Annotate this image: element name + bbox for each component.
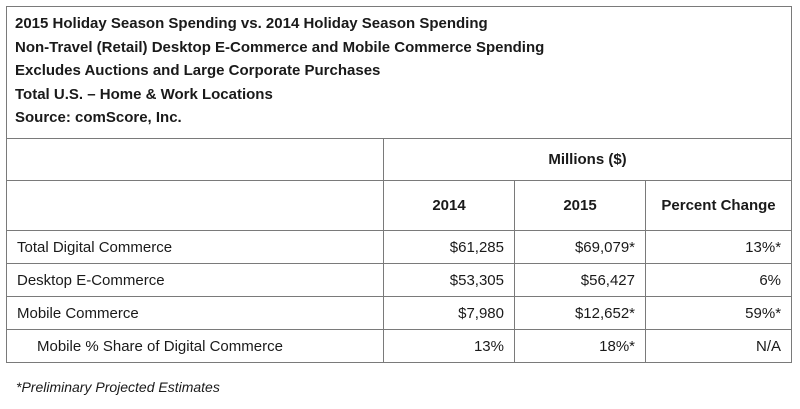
value-2014: $7,980 xyxy=(383,296,515,330)
value-2015: $69,079* xyxy=(514,230,646,264)
spending-report: 2015 Holiday Season Spending vs. 2014 Ho… xyxy=(5,6,793,363)
row-label: Total Digital Commerce xyxy=(6,230,384,264)
empty-cell xyxy=(6,180,384,231)
table-title-cell: 2015 Holiday Season Spending vs. 2014 Ho… xyxy=(5,6,793,139)
row-label: Mobile Commerce xyxy=(6,296,384,330)
value-2015: $56,427 xyxy=(514,263,646,297)
report-title: 2015 Holiday Season Spending vs. 2014 Ho… xyxy=(15,15,488,32)
column-header-row: 2014 2015 Percent Change xyxy=(6,180,793,231)
value-percent-change: N/A xyxy=(644,329,793,363)
column-header-percent-change: Percent Change xyxy=(644,180,793,231)
units-label: Millions ($) xyxy=(382,138,793,181)
value-2015: 18%* xyxy=(514,329,646,363)
report-exclusions: Excludes Auctions and Large Corporate Pu… xyxy=(15,62,381,79)
report-subtitle: Non-Travel (Retail) Desktop E-Commerce a… xyxy=(15,38,545,56)
spending-table: 2015 Holiday Season Spending vs. 2014 Ho… xyxy=(5,6,793,363)
value-2015: $12,652* xyxy=(514,296,646,330)
row-label: Desktop E-Commerce xyxy=(6,263,384,297)
footnote: *Preliminary Projected Estimates xyxy=(16,379,220,395)
table-header-block: 2015 Holiday Season Spending vs. 2014 Ho… xyxy=(5,6,793,139)
report-scope: Total U.S. – Home & Work Locations xyxy=(15,85,273,103)
empty-cell xyxy=(6,138,384,181)
column-header-2015: 2015 xyxy=(514,180,646,231)
value-percent-change: 6% xyxy=(644,263,793,297)
value-2014: 13% xyxy=(383,329,515,363)
value-percent-change: 59%* xyxy=(644,296,793,330)
table-row: Total Digital Commerce $61,285 $69,079* … xyxy=(6,230,793,264)
value-2014: $53,305 xyxy=(383,263,515,297)
table-row: Desktop E-Commerce $53,305 $56,427 6% xyxy=(6,263,793,297)
row-label: Mobile % Share of Digital Commerce xyxy=(6,329,384,363)
column-header-2014: 2014 xyxy=(383,180,515,231)
value-percent-change: 13%* xyxy=(644,230,793,264)
report-source: Source: comScore, Inc. xyxy=(15,109,182,126)
units-row: Millions ($) xyxy=(6,138,793,181)
table-row: Mobile Commerce $7,980 $12,652* 59%* xyxy=(6,296,793,330)
value-2014: $61,285 xyxy=(383,230,515,264)
table-row: Mobile % Share of Digital Commerce 13% 1… xyxy=(6,329,793,363)
